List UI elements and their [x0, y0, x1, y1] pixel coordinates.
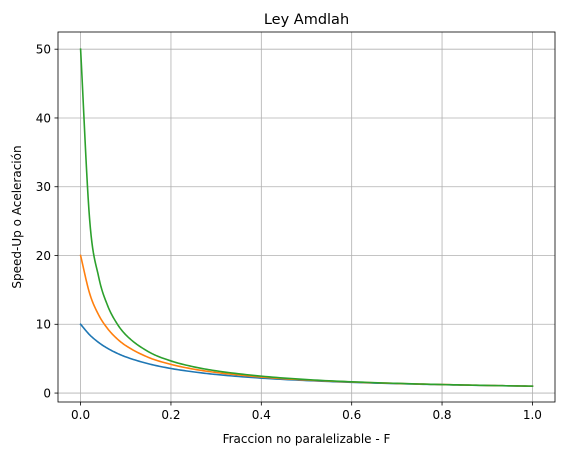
chart-title: Ley Amdlah [264, 12, 349, 28]
y-axis-label: Speed-Up o Aceleración [10, 145, 24, 288]
y-tick-label: 10 [36, 318, 51, 332]
x-tick-label: 0.6 [342, 408, 361, 422]
y-tick-label: 20 [36, 249, 51, 263]
y-tick-label: 40 [36, 111, 51, 125]
x-tick-label: 0.2 [161, 408, 180, 422]
plot-area [79, 48, 534, 387]
y-tick-label: 0 [43, 386, 51, 400]
x-tick-label: 1.0 [523, 408, 542, 422]
x-axis-label: Fraccion no paralelizable - F [223, 432, 391, 446]
x-tick-label: 0.4 [252, 408, 271, 422]
y-tick-label: 50 [36, 42, 51, 56]
axes-frame [57, 31, 556, 403]
x-tick-label: 0.0 [71, 408, 90, 422]
x-tick-label: 0.8 [432, 408, 451, 422]
grid [58, 32, 555, 402]
series-line-3 [79, 48, 534, 387]
ticks: 0.0 0.2 0.4 0.6 0.8 1.0 0 10 20 30 40 50 [36, 42, 542, 422]
y-tick-label: 30 [36, 180, 51, 194]
